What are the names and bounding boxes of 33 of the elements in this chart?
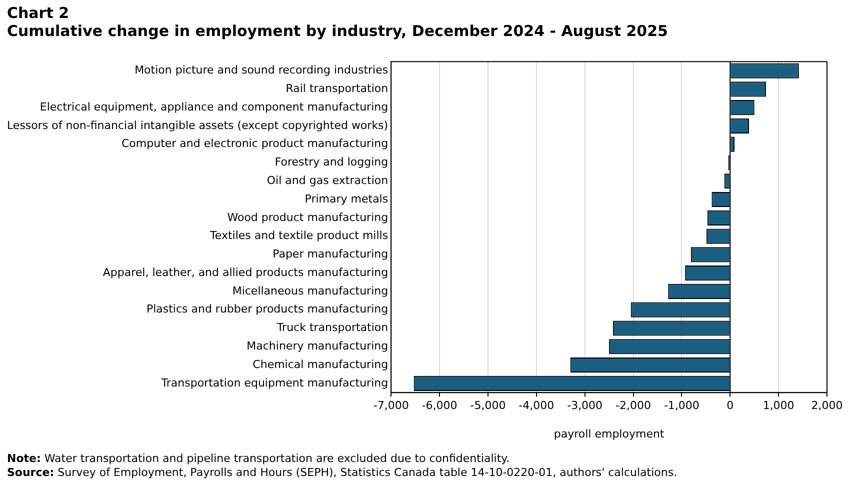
x-axis-title: payroll employment xyxy=(554,427,665,440)
chart-subtitle: Cumulative change in employment by industry, December 2024 - August 2025 xyxy=(7,22,668,40)
x-tick-label: -5,000 xyxy=(470,399,506,412)
x-tick-label: -6,000 xyxy=(422,399,458,412)
y-tick-label: Apparel, leather, and allied products manufacturing xyxy=(102,266,388,279)
x-tick-label: 2,000 xyxy=(811,399,843,412)
y-tick-label: Primary metals xyxy=(304,192,388,206)
text: Chart 2 xyxy=(7,4,70,22)
text: Note: Water transportation and pipeline transportation are excluded due to confidentiality. xyxy=(7,452,511,466)
y-tick-label: Oil and gas extraction xyxy=(266,174,388,187)
y-tick-label: Chemical manufacturing xyxy=(252,358,388,371)
y-tick-label: Forestry and logging xyxy=(274,156,388,169)
y-tick-label: Micellaneous manufacturing xyxy=(232,284,388,298)
y-tick-label: Rail transportation xyxy=(286,82,388,96)
y-tick-label: Machinery manufacturing xyxy=(246,339,388,352)
y-tick-label: Textiles and textile product mills xyxy=(209,229,388,242)
x-tick-label: -7,000 xyxy=(373,399,409,412)
x-tick-label: 0 xyxy=(726,399,734,412)
y-tick-label: Paper manufacturing xyxy=(272,248,388,261)
y-tick-label: Motion picture and sound recording industries xyxy=(134,64,388,77)
y-tick-label: Transportation equipment manufacturing xyxy=(160,376,388,390)
x-tick-label: -2,000 xyxy=(616,399,651,412)
x-tick-label: -1,000 xyxy=(664,399,700,412)
y-tick-label: Electrical equipment, appliance and component manufacturing xyxy=(40,100,388,114)
y-tick-label: Lessors of non-financial intangible assets (except copyrighted works) xyxy=(6,118,388,132)
source-note: Source: Survey of Employment, Payrolls and Hours (SEPH), Statistics Canada table 14-10-0220-01, authors' calculations. xyxy=(7,466,678,480)
x-tick-label: -4,000 xyxy=(518,399,554,412)
x-tick-label: -3,000 xyxy=(567,399,603,412)
y-tick-label: Wood product manufacturing xyxy=(227,210,388,224)
x-tick-label: 1,000 xyxy=(762,399,794,412)
y-tick-label: Computer and electronic product manufacturing xyxy=(122,137,388,150)
y-tick-label: Plastics and rubber products manufacturing xyxy=(146,302,388,316)
y-tick-label: Truck transportation xyxy=(276,321,388,334)
